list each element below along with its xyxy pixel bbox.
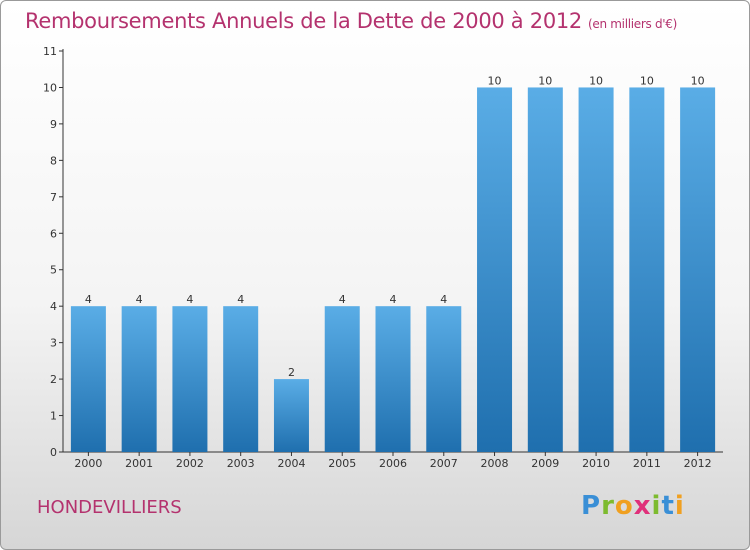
x-tick-label: 2000 xyxy=(74,457,102,470)
x-tick-label: 2002 xyxy=(176,457,204,470)
y-tick-label: 7 xyxy=(50,191,57,204)
bar-value-label: 4 xyxy=(339,293,346,306)
bar-value-label: 4 xyxy=(136,293,143,306)
x-tick-label: 2009 xyxy=(531,457,559,470)
bar-value-label: 4 xyxy=(390,293,397,306)
bar-value-label: 4 xyxy=(85,293,92,306)
y-tick-label: 3 xyxy=(50,337,57,350)
x-tick-label: 2003 xyxy=(227,457,255,470)
logo-letter: r xyxy=(601,491,615,521)
commune-name: HONDEVILLIERS xyxy=(37,497,182,518)
bar-value-label: 4 xyxy=(440,293,447,306)
logo-letter: i xyxy=(674,491,685,521)
x-tick-label: 2001 xyxy=(125,457,153,470)
x-tick-label: 2012 xyxy=(684,457,712,470)
chart-unit: (en milliers d'€) xyxy=(588,17,678,31)
bar xyxy=(70,306,106,452)
y-tick-label: 10 xyxy=(43,81,57,94)
bar xyxy=(172,306,208,452)
y-tick-label: 1 xyxy=(50,410,57,423)
y-tick-label: 6 xyxy=(50,227,57,240)
bar-value-label: 10 xyxy=(589,74,603,87)
y-tick-label: 0 xyxy=(50,446,57,459)
bar-value-label: 4 xyxy=(237,293,244,306)
bar xyxy=(426,306,462,452)
bar-value-label: 10 xyxy=(538,74,552,87)
logo-letter: t xyxy=(661,491,675,521)
proxiti-logo: Proxiti xyxy=(581,491,685,521)
bar xyxy=(324,306,360,452)
logo-letter: x xyxy=(633,491,652,521)
bar xyxy=(680,87,716,453)
logo-letter: i xyxy=(651,491,662,521)
bar xyxy=(273,379,309,452)
bar-value-label: 4 xyxy=(186,293,193,306)
x-tick-label: 2006 xyxy=(379,457,407,470)
bar-value-label: 10 xyxy=(640,74,654,87)
x-tick-label: 2004 xyxy=(277,457,305,470)
bar xyxy=(527,87,563,453)
bar-value-label: 10 xyxy=(488,74,502,87)
bar-value-label: 2 xyxy=(288,366,295,379)
chart-title: Remboursements Annuels de la Dette de 20… xyxy=(25,9,677,33)
bar xyxy=(375,306,411,452)
bar xyxy=(223,306,259,452)
y-tick-label: 4 xyxy=(50,300,57,313)
chart-title-text: Remboursements Annuels de la Dette de 20… xyxy=(25,9,582,33)
bar xyxy=(629,87,665,453)
y-tick-label: 11 xyxy=(43,45,57,58)
x-tick-label: 2010 xyxy=(582,457,610,470)
bar xyxy=(477,87,513,453)
bar xyxy=(121,306,157,452)
x-tick-label: 2011 xyxy=(633,457,661,470)
logo-letter: P xyxy=(581,491,602,521)
x-tick-label: 2005 xyxy=(328,457,356,470)
x-tick-label: 2007 xyxy=(430,457,458,470)
y-tick-label: 8 xyxy=(50,154,57,167)
y-tick-label: 9 xyxy=(50,118,57,131)
x-tick-label: 2008 xyxy=(481,457,509,470)
logo-letter: o xyxy=(614,491,634,521)
y-tick-label: 5 xyxy=(50,264,57,277)
bar-value-label: 10 xyxy=(691,74,705,87)
y-tick-label: 2 xyxy=(50,373,57,386)
bar xyxy=(578,87,614,453)
